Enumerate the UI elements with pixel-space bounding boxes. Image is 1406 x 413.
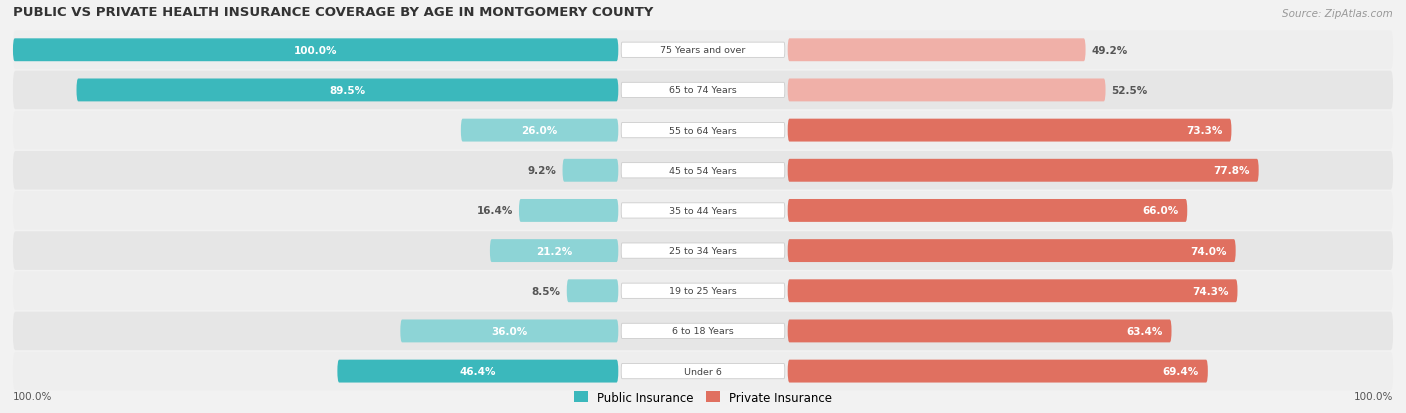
FancyBboxPatch shape — [621, 243, 785, 259]
Text: 100.0%: 100.0% — [1354, 391, 1393, 401]
FancyBboxPatch shape — [13, 39, 619, 62]
FancyBboxPatch shape — [461, 119, 619, 142]
Text: 75 Years and over: 75 Years and over — [661, 46, 745, 55]
FancyBboxPatch shape — [787, 39, 1085, 62]
Text: 52.5%: 52.5% — [1112, 86, 1147, 96]
Text: 77.8%: 77.8% — [1213, 166, 1250, 176]
FancyBboxPatch shape — [13, 232, 1393, 270]
Text: 89.5%: 89.5% — [329, 86, 366, 96]
Text: 74.3%: 74.3% — [1192, 286, 1229, 296]
FancyBboxPatch shape — [787, 159, 1258, 182]
FancyBboxPatch shape — [621, 123, 785, 138]
FancyBboxPatch shape — [621, 43, 785, 58]
FancyBboxPatch shape — [621, 323, 785, 339]
FancyBboxPatch shape — [787, 280, 1237, 302]
FancyBboxPatch shape — [13, 152, 1393, 190]
Legend: Public Insurance, Private Insurance: Public Insurance, Private Insurance — [569, 386, 837, 408]
FancyBboxPatch shape — [13, 272, 1393, 310]
Text: 21.2%: 21.2% — [536, 246, 572, 256]
Text: 100.0%: 100.0% — [13, 391, 52, 401]
FancyBboxPatch shape — [562, 159, 619, 182]
Text: 65 to 74 Years: 65 to 74 Years — [669, 86, 737, 95]
FancyBboxPatch shape — [76, 79, 619, 102]
FancyBboxPatch shape — [621, 83, 785, 98]
FancyBboxPatch shape — [621, 363, 785, 379]
Text: PUBLIC VS PRIVATE HEALTH INSURANCE COVERAGE BY AGE IN MONTGOMERY COUNTY: PUBLIC VS PRIVATE HEALTH INSURANCE COVER… — [13, 7, 654, 19]
FancyBboxPatch shape — [567, 280, 619, 302]
Text: 63.4%: 63.4% — [1126, 326, 1163, 336]
FancyBboxPatch shape — [13, 31, 1393, 70]
FancyBboxPatch shape — [519, 199, 619, 222]
Text: 35 to 44 Years: 35 to 44 Years — [669, 206, 737, 216]
FancyBboxPatch shape — [13, 192, 1393, 230]
Text: 6 to 18 Years: 6 to 18 Years — [672, 327, 734, 336]
FancyBboxPatch shape — [621, 203, 785, 218]
FancyBboxPatch shape — [489, 240, 619, 262]
FancyBboxPatch shape — [787, 79, 1105, 102]
FancyBboxPatch shape — [787, 199, 1187, 222]
Text: 19 to 25 Years: 19 to 25 Years — [669, 287, 737, 296]
FancyBboxPatch shape — [621, 163, 785, 178]
FancyBboxPatch shape — [13, 112, 1393, 150]
Text: 66.0%: 66.0% — [1142, 206, 1178, 216]
FancyBboxPatch shape — [787, 320, 1171, 342]
Text: 74.0%: 74.0% — [1189, 246, 1226, 256]
Text: 100.0%: 100.0% — [294, 46, 337, 56]
Text: 8.5%: 8.5% — [531, 286, 561, 296]
Text: 55 to 64 Years: 55 to 64 Years — [669, 126, 737, 135]
Text: Under 6: Under 6 — [685, 367, 721, 376]
Text: 25 to 34 Years: 25 to 34 Years — [669, 247, 737, 256]
FancyBboxPatch shape — [13, 312, 1393, 350]
FancyBboxPatch shape — [787, 240, 1236, 262]
FancyBboxPatch shape — [13, 352, 1393, 390]
Text: 36.0%: 36.0% — [491, 326, 527, 336]
FancyBboxPatch shape — [401, 320, 619, 342]
Text: 16.4%: 16.4% — [477, 206, 513, 216]
Text: 73.3%: 73.3% — [1185, 126, 1222, 136]
FancyBboxPatch shape — [787, 119, 1232, 142]
Text: Source: ZipAtlas.com: Source: ZipAtlas.com — [1282, 9, 1393, 19]
FancyBboxPatch shape — [337, 360, 619, 382]
Text: 26.0%: 26.0% — [522, 126, 558, 136]
FancyBboxPatch shape — [13, 71, 1393, 110]
FancyBboxPatch shape — [621, 283, 785, 299]
Text: 69.4%: 69.4% — [1163, 366, 1199, 376]
FancyBboxPatch shape — [787, 360, 1208, 382]
Text: 49.2%: 49.2% — [1091, 46, 1128, 56]
Text: 9.2%: 9.2% — [527, 166, 557, 176]
Text: 46.4%: 46.4% — [460, 366, 496, 376]
Text: 45 to 54 Years: 45 to 54 Years — [669, 166, 737, 176]
